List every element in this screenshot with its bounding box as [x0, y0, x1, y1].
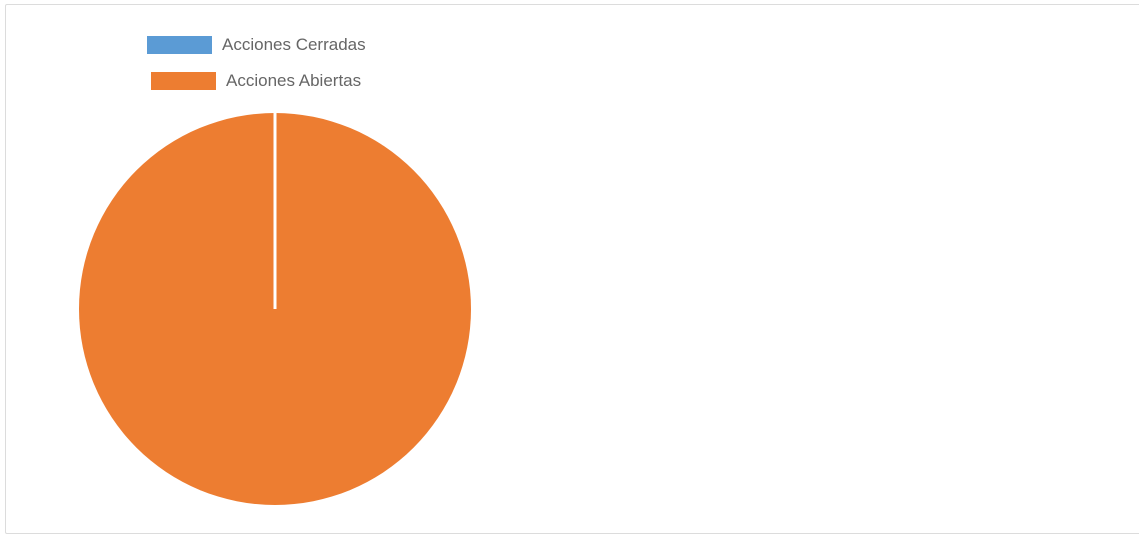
- legend-swatch-abiertas: [151, 72, 216, 90]
- pie-chart: [79, 113, 471, 505]
- legend-item-abiertas[interactable]: Acciones Abiertas: [151, 71, 361, 91]
- legend-label-cerradas: Acciones Cerradas: [222, 35, 366, 54]
- legend-label-abiertas: Acciones Abiertas: [226, 71, 362, 90]
- legend-item-cerradas[interactable]: Acciones Cerradas: [147, 35, 366, 55]
- legend-swatch-cerradas: [147, 36, 212, 54]
